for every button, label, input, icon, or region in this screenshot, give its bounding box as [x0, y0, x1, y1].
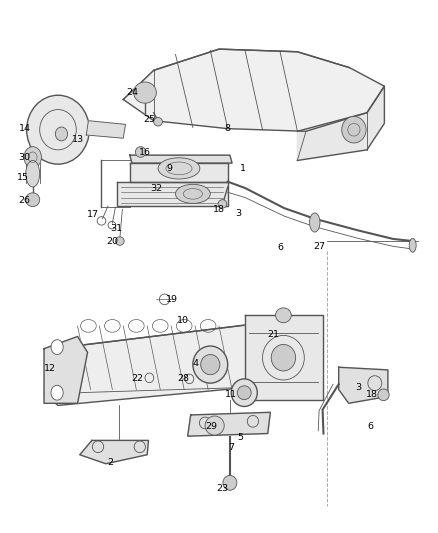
Text: 3: 3 [236, 209, 242, 218]
Ellipse shape [237, 386, 251, 400]
Text: 19: 19 [166, 295, 178, 304]
Text: 26: 26 [18, 196, 30, 205]
Text: 25: 25 [143, 115, 155, 124]
Text: 3: 3 [355, 383, 361, 392]
Ellipse shape [201, 354, 220, 375]
Text: 23: 23 [216, 483, 229, 492]
Polygon shape [44, 325, 262, 406]
Ellipse shape [276, 308, 291, 322]
Polygon shape [130, 155, 232, 163]
Text: 4: 4 [192, 359, 198, 367]
Text: 20: 20 [106, 237, 118, 246]
Ellipse shape [176, 184, 210, 204]
Ellipse shape [134, 82, 156, 103]
Text: 12: 12 [44, 364, 56, 373]
Text: 27: 27 [313, 242, 325, 251]
Text: 18: 18 [213, 205, 225, 214]
Ellipse shape [378, 389, 389, 401]
Polygon shape [123, 49, 385, 131]
Ellipse shape [271, 344, 296, 371]
Text: 17: 17 [87, 210, 99, 219]
Text: 10: 10 [177, 316, 189, 325]
Text: 1: 1 [240, 164, 246, 173]
Text: 2: 2 [107, 458, 113, 467]
Polygon shape [339, 367, 388, 403]
Polygon shape [44, 336, 88, 403]
Text: 32: 32 [150, 183, 162, 192]
Text: 5: 5 [237, 433, 243, 442]
Ellipse shape [26, 193, 40, 207]
Text: 29: 29 [205, 422, 217, 431]
Ellipse shape [158, 158, 200, 179]
Text: 13: 13 [71, 135, 84, 144]
Ellipse shape [26, 160, 40, 187]
Ellipse shape [154, 117, 162, 126]
Ellipse shape [205, 416, 224, 435]
Ellipse shape [342, 116, 366, 143]
Ellipse shape [27, 95, 89, 164]
Polygon shape [187, 413, 270, 436]
Polygon shape [86, 120, 125, 138]
Polygon shape [117, 182, 228, 206]
Text: 18: 18 [366, 390, 378, 399]
Text: 16: 16 [139, 148, 151, 157]
Text: 21: 21 [268, 330, 279, 339]
Ellipse shape [310, 213, 320, 232]
Text: 31: 31 [111, 224, 123, 233]
Text: 11: 11 [225, 390, 237, 399]
Polygon shape [130, 163, 228, 182]
Ellipse shape [193, 346, 228, 383]
Text: 14: 14 [19, 124, 32, 133]
Polygon shape [245, 316, 322, 400]
Text: 24: 24 [126, 88, 138, 97]
Ellipse shape [116, 237, 124, 245]
Ellipse shape [409, 238, 416, 252]
Text: 6: 6 [277, 244, 283, 253]
Text: 9: 9 [166, 164, 172, 173]
Ellipse shape [223, 475, 237, 490]
Ellipse shape [24, 147, 42, 168]
Text: 30: 30 [18, 154, 30, 163]
Text: 15: 15 [17, 173, 29, 182]
Text: 22: 22 [131, 374, 143, 383]
Ellipse shape [135, 147, 146, 157]
Text: 8: 8 [225, 124, 231, 133]
Polygon shape [80, 440, 148, 464]
Ellipse shape [51, 340, 63, 354]
Ellipse shape [218, 200, 227, 208]
Ellipse shape [51, 385, 63, 400]
Ellipse shape [55, 127, 67, 141]
Polygon shape [297, 86, 385, 160]
Text: 7: 7 [228, 443, 234, 453]
Text: 28: 28 [177, 374, 189, 383]
Ellipse shape [231, 379, 257, 407]
Text: 6: 6 [367, 422, 374, 431]
